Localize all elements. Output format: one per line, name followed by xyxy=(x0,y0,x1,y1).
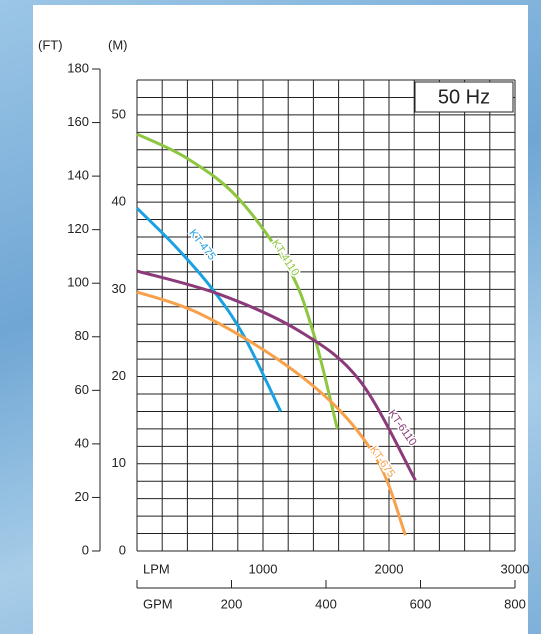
y2-tick-label: 40 xyxy=(75,435,89,450)
y2-tick-label: 100 xyxy=(67,275,89,290)
curve xyxy=(135,207,282,413)
curve xyxy=(136,269,417,482)
badge: 50 Hz xyxy=(438,86,490,108)
y-tick-label: 30 xyxy=(112,281,126,296)
y2-tick-label: 180 xyxy=(67,60,89,75)
y-tick-label: 40 xyxy=(112,194,126,209)
y2-tick-label: 120 xyxy=(67,221,89,236)
y-tick-label: 0 xyxy=(119,542,126,557)
x2-axis-label: GPM xyxy=(143,596,173,611)
y-tick-label: 50 xyxy=(112,106,126,121)
y2-tick-label: 140 xyxy=(67,168,89,183)
x2-tick-label: 600 xyxy=(410,596,432,611)
y2-tick-label: 60 xyxy=(75,382,89,397)
x-tick-label: 2000 xyxy=(375,561,404,576)
y2-tick-label: 0 xyxy=(82,542,89,557)
x-tick-label: 1000 xyxy=(249,561,278,576)
y2-tick-label: 160 xyxy=(67,114,89,129)
curve xyxy=(136,290,407,536)
curve xyxy=(136,132,339,430)
x-axis-label: LPM xyxy=(143,561,170,576)
y2-tick-label: 80 xyxy=(75,328,89,343)
curve-label: KT-675 xyxy=(367,444,397,480)
y-tick-label: 10 xyxy=(112,455,126,470)
x2-tick-label: 400 xyxy=(315,596,337,611)
x2-tick-label: 200 xyxy=(221,596,243,611)
y2-tick-label: 20 xyxy=(75,489,89,504)
x-tick-label: 3000 xyxy=(501,561,530,576)
y-axis-label: (M) xyxy=(108,37,128,52)
y2-axis-label: (FT) xyxy=(38,37,63,52)
y-tick-label: 20 xyxy=(112,368,126,383)
x2-tick-label: 800 xyxy=(504,596,526,611)
badge-box xyxy=(414,81,514,113)
